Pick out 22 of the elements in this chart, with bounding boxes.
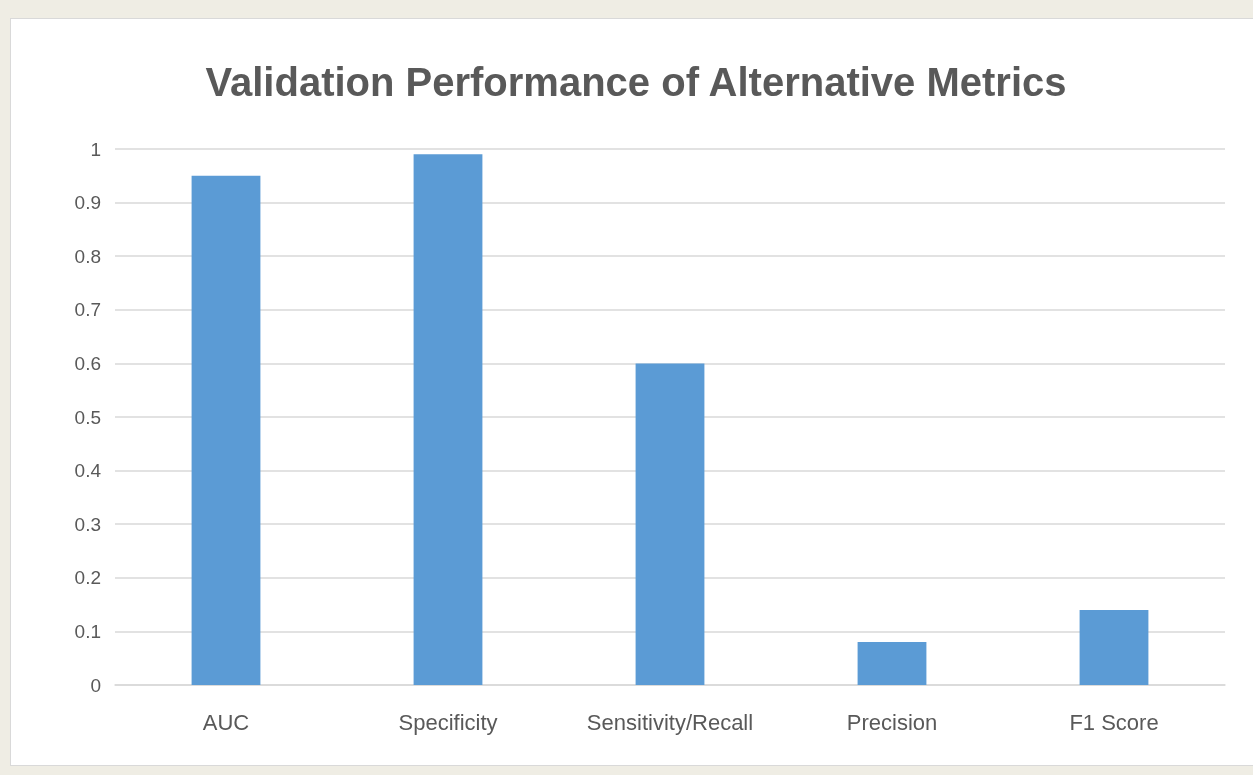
bar	[857, 642, 927, 685]
y-tick-label: 0	[90, 674, 101, 696]
y-tick-label: 0.2	[74, 567, 101, 589]
bar	[413, 154, 483, 685]
y-tick-label: 0.6	[74, 352, 101, 374]
chart-title: Validation Performance of Alternative Metrics	[205, 60, 1067, 104]
bar	[1079, 609, 1149, 685]
y-tick-label: 0.3	[74, 513, 101, 535]
y-tick-label: 0.8	[74, 245, 101, 267]
x-tick-label: Sensitivity/Recall	[586, 709, 754, 735]
y-tick-label: 0.9	[74, 192, 101, 214]
y-tick-label: 0.1	[74, 620, 101, 642]
y-tick-label: 0.5	[74, 406, 101, 428]
bar	[191, 175, 261, 685]
y-tick-label: 0.7	[74, 299, 101, 321]
bar	[635, 363, 705, 685]
y-tick-label: 0.4	[74, 460, 102, 482]
x-tick-label: F1 Score	[1069, 709, 1159, 735]
x-tick-label: Specificity	[398, 709, 498, 735]
x-tick-label: AUC	[202, 709, 250, 735]
y-tick-label: 1	[90, 138, 101, 160]
x-tick-label: Precision	[846, 709, 938, 735]
